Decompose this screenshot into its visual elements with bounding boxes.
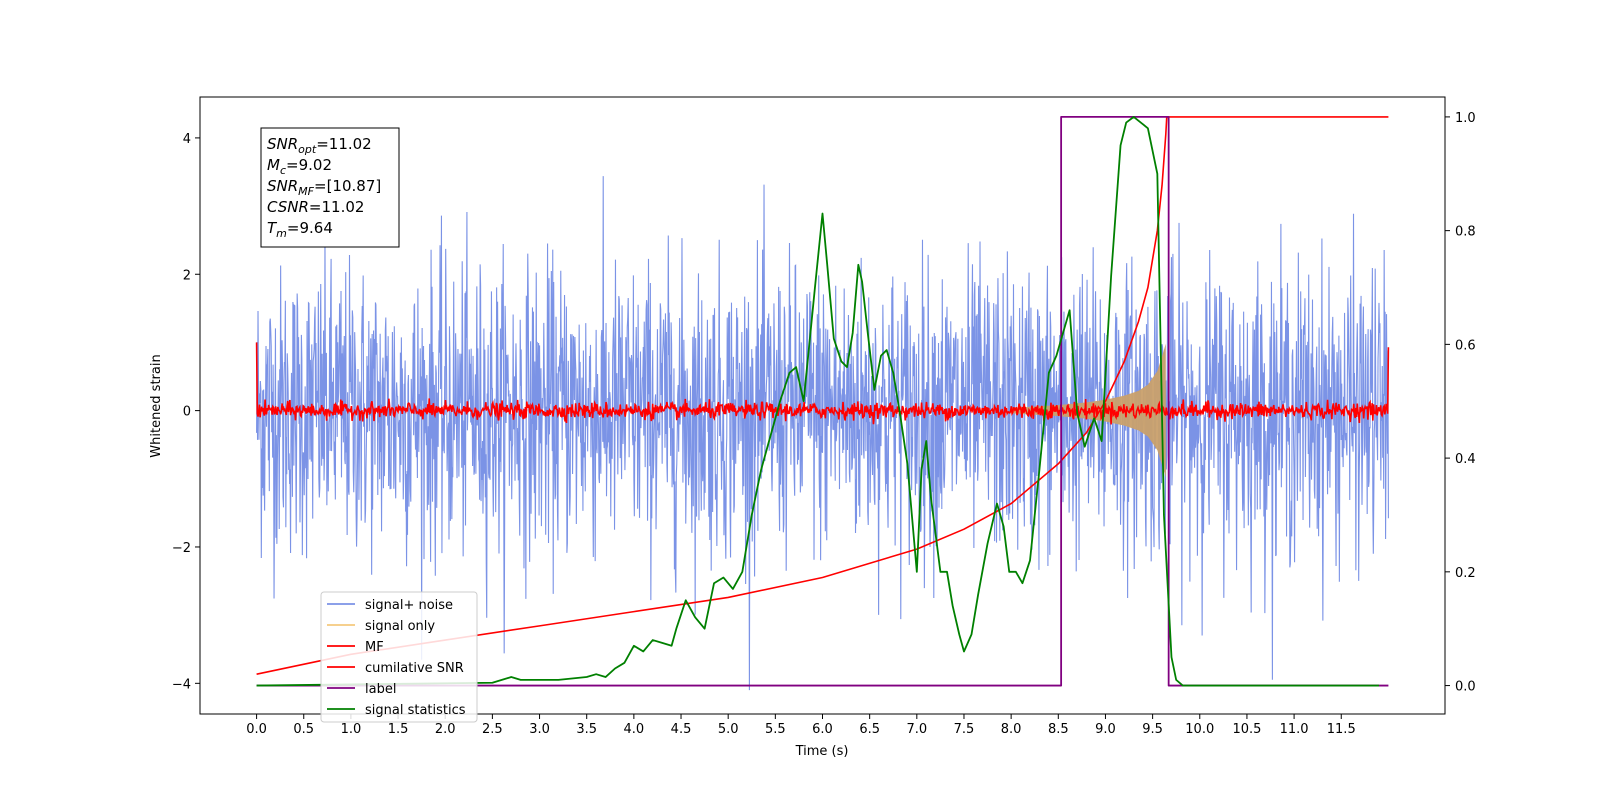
y-tick-label: −2 — [172, 541, 191, 556]
annotation-line: SNRMF=[10.87] — [267, 177, 381, 198]
x-tick-label: 7.5 — [954, 722, 975, 737]
annotation-symbol: SNR — [267, 135, 298, 153]
x-tick-label: 10.5 — [1232, 722, 1261, 737]
annotation-symbol: T — [267, 219, 278, 237]
legend-label: signal statistics — [365, 703, 466, 718]
x-tick-label: 5.5 — [765, 722, 786, 737]
annotation-subscript: c — [280, 164, 286, 177]
x-tick-label: 6.0 — [812, 722, 833, 737]
y-tick-label: −4 — [172, 677, 191, 692]
series-signal-statistics-line — [256, 116, 1379, 687]
y2-tick-label: 0.0 — [1455, 680, 1476, 695]
x-tick-label: 11.0 — [1280, 722, 1309, 737]
legend: signal+ noise signal only MF cumilative SNR… — [320, 591, 478, 723]
series-cumulative-snr-line — [256, 116, 1389, 675]
x-tick-label: 1.0 — [341, 722, 362, 737]
legend-label: signal+ noise — [365, 598, 453, 613]
annotation-subscript: opt — [298, 143, 317, 156]
annotation-symbol: CSNR — [267, 198, 309, 216]
y2-tick-label: 0.2 — [1455, 566, 1476, 581]
y-tick-label: 0 — [183, 405, 191, 420]
annotation-box: SNRopt=11.02Mc=9.02SNRMF=[10.87]CSNR=11.… — [260, 127, 400, 248]
x-tick-label: 2.5 — [482, 722, 503, 737]
legend-label: cumilative SNR — [365, 661, 464, 676]
x-tick-label: 8.0 — [1001, 722, 1022, 737]
y-axis-label: Whitened strain — [149, 354, 164, 457]
annotation-symbol: SNR — [267, 177, 298, 195]
annotation-line: Mc=9.02 — [267, 156, 332, 177]
plot-area — [255, 116, 1390, 691]
annotation-value: =9.64 — [287, 219, 333, 237]
x-tick-label: 3.5 — [576, 722, 597, 737]
annotation-value: =11.02 — [316, 135, 372, 153]
x-tick-label: 0.5 — [293, 722, 314, 737]
x-tick-label: 8.5 — [1048, 722, 1069, 737]
x-tick-label: 7.0 — [906, 722, 927, 737]
legend-label: label — [365, 682, 396, 697]
y2-tick-label: 0.8 — [1455, 225, 1476, 240]
series-signal-noise-line — [256, 176, 1389, 691]
annotation-frame — [260, 127, 400, 248]
x-tick-label: 10.0 — [1185, 722, 1214, 737]
annotation-subscript: m — [276, 227, 287, 240]
x-tick-label: 6.5 — [859, 722, 880, 737]
y2-tick-label: 0.6 — [1455, 338, 1476, 353]
annotation-value: =11.02 — [309, 198, 365, 216]
x-tick-label: 0.0 — [246, 722, 267, 737]
annotation-symbol: M — [267, 156, 280, 174]
legend-label: signal only — [365, 619, 435, 634]
annotation-line: Tm=9.64 — [267, 219, 333, 240]
x-axis-label: Time (s) — [795, 744, 849, 759]
x-tick-label: 2.0 — [435, 722, 456, 737]
legend-label: MF — [365, 640, 384, 655]
x-tick-label: 3.0 — [529, 722, 550, 737]
x-tick-label: 4.5 — [671, 722, 692, 737]
y-tick-label: 4 — [183, 132, 191, 147]
series-mf-line — [255, 342, 1390, 425]
axes: 0.0 0.5 1.0 1.5 2.0 2.5 3.0 3.5 4.0 4.5 5.0 5.5 6.0 6… — [172, 111, 1476, 737]
x-tick-label: 9.0 — [1095, 722, 1116, 737]
annotation-value: =[10.87] — [314, 177, 381, 195]
x-tick-label: 11.5 — [1327, 722, 1356, 737]
x-tick-label: 1.5 — [388, 722, 409, 737]
legend-frame — [320, 591, 478, 723]
annotation-subscript: MF — [298, 185, 314, 198]
y-tick-label: 2 — [183, 268, 191, 283]
annotation-line: CSNR=11.02 — [267, 198, 364, 216]
annotation-value: =9.02 — [286, 156, 332, 174]
x-tick-label: 9.5 — [1142, 722, 1163, 737]
annotation-line: SNRopt=11.02 — [267, 135, 372, 156]
y2-tick-label: 1.0 — [1455, 111, 1476, 126]
y2-tick-label: 0.4 — [1455, 452, 1476, 467]
x-tick-label: 4.0 — [624, 722, 645, 737]
x-tick-label: 5.0 — [718, 722, 739, 737]
